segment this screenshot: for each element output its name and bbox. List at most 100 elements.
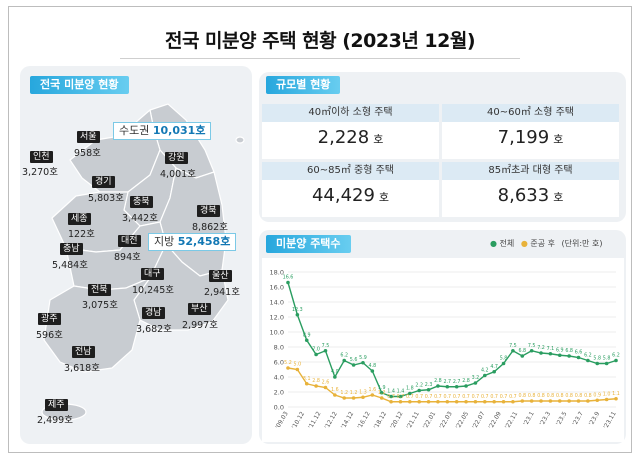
legend-after-label: 준공 후	[530, 239, 555, 248]
region-value-jeonnam: 3,618호	[64, 363, 100, 374]
data-label-total: 2.8	[462, 378, 470, 384]
data-point-total	[323, 348, 328, 353]
data-point-total	[539, 351, 543, 355]
data-label-total: 4.8	[369, 363, 377, 369]
data-label-total: 5.6	[350, 357, 358, 363]
data-label-total: 5.9	[359, 355, 367, 361]
data-label-total: 1.4	[397, 389, 405, 395]
data-point-after	[464, 399, 468, 404]
data-point-after	[333, 393, 337, 397]
data-point-total	[342, 358, 347, 363]
data-label-total: 5.8	[603, 356, 611, 362]
region-label-jeju: 제주	[45, 399, 68, 411]
size-cell-over85: 85㎡초과 대형 주택 8,633 호	[442, 162, 619, 217]
data-point-after	[436, 399, 440, 404]
size-panel-tag: 규모별 현황	[266, 76, 341, 94]
data-label-after: 1.2	[350, 390, 358, 396]
data-label-after: 0.7	[415, 394, 423, 400]
data-point-after	[473, 399, 478, 404]
data-point-total	[473, 381, 478, 385]
data-label-total: 1.9	[378, 385, 386, 391]
x-tick-label: '23.11	[602, 410, 618, 430]
x-tick-label: '21.11	[405, 410, 421, 430]
size-cell-value: 2,228	[317, 127, 370, 148]
legend-after: ● 준공 후	[520, 239, 555, 248]
data-point-total	[464, 384, 468, 388]
data-point-after	[595, 398, 600, 403]
region-value-jeonbuk: 3,075호	[82, 300, 118, 311]
region-value-seoul: 958호	[74, 148, 101, 159]
size-cell-unit: 호	[373, 133, 384, 146]
data-label-after: 0.8	[556, 393, 564, 399]
region-value-ulsan: 2,941호	[204, 287, 240, 298]
data-point-after	[614, 396, 618, 401]
data-label-after: 1.2	[340, 390, 348, 396]
data-label-after: 1.2	[378, 390, 386, 396]
size-cell-unit: 호	[553, 133, 564, 146]
data-label-total: 7.5	[509, 343, 517, 349]
region-value-gangwon: 4,001호	[160, 169, 196, 180]
size-cell-value-wrap: 44,429 호	[262, 185, 439, 206]
x-tick-label: '23.7	[571, 410, 585, 427]
data-label-after: 0.7	[443, 394, 451, 400]
region-value-daejeon: 894호	[114, 252, 141, 263]
data-point-after	[361, 395, 365, 400]
data-label-after: 0.8	[528, 393, 536, 399]
data-point-after	[567, 399, 571, 403]
island-ulleung-shape	[235, 136, 245, 144]
x-tick-label: '23.5	[555, 410, 569, 427]
data-label-total: 6.6	[575, 350, 583, 356]
data-point-after	[492, 399, 496, 404]
data-label-after: 2.8	[312, 378, 320, 384]
data-label-total: 6.2	[340, 353, 348, 359]
data-point-total	[351, 363, 356, 367]
data-point-total	[304, 338, 309, 343]
y-tick-label: 10.0	[270, 329, 284, 337]
data-point-total	[604, 361, 609, 366]
data-label-total: 2.8	[434, 378, 442, 384]
size-cell-40-60: 40~60㎡ 소형 주택 7,199 호	[442, 104, 619, 159]
data-label-total: 4.2	[481, 368, 489, 374]
data-point-total	[454, 384, 459, 389]
x-tick-label: '11.12	[307, 410, 323, 430]
data-point-total	[286, 280, 290, 285]
data-point-after	[408, 399, 412, 404]
region-label-chungnam: 충남	[60, 243, 83, 255]
region-label-seoul: 서울	[77, 131, 100, 143]
data-label-total: 4.0	[331, 369, 339, 375]
data-label-total: 12.3	[292, 307, 303, 313]
x-tick-label: '16.12	[356, 410, 372, 430]
data-point-total	[417, 388, 422, 393]
chart-panel-tag: 미분양 주택수	[266, 235, 351, 253]
data-label-after: 0.7	[434, 394, 442, 400]
data-point-after	[323, 385, 328, 390]
title-divider	[120, 58, 520, 59]
data-label-total: 5.8	[593, 356, 601, 362]
y-tick-label: 14.0	[270, 299, 284, 307]
y-tick-label: 2.0	[274, 389, 284, 397]
size-cell-value-wrap: 2,228 호	[262, 127, 439, 148]
data-point-total	[520, 354, 525, 358]
data-point-after	[314, 384, 318, 388]
size-cell-value: 8,633	[497, 185, 550, 206]
region-value-jeju: 2,499호	[37, 415, 73, 426]
data-label-after: 3.1	[303, 376, 311, 382]
x-tick-label: '22.05	[455, 410, 471, 430]
chart-legend: ● 전체 ● 준공 후 (단위:만 호)	[490, 238, 602, 249]
data-label-after: 0.7	[425, 394, 433, 400]
data-point-total	[492, 369, 496, 374]
region-label-chungbuk: 충북	[130, 196, 153, 208]
region-label-gwangju: 광주	[38, 313, 61, 325]
data-label-after: 5.0	[294, 362, 302, 368]
data-label-after: 1.6	[369, 387, 377, 393]
size-cell-under40: 40㎡이하 소형 주택 2,228 호	[262, 104, 439, 159]
data-point-total	[595, 361, 600, 366]
data-label-after: 0.7	[462, 394, 470, 400]
chart-area	[262, 258, 624, 442]
x-tick-label: '20.12	[389, 410, 405, 430]
x-tick-label: '22.11	[504, 410, 520, 430]
data-point-total	[436, 384, 440, 388]
y-tick-label: 6.0	[274, 359, 284, 367]
data-label-after: 1.6	[331, 387, 339, 393]
data-point-total	[361, 360, 365, 365]
